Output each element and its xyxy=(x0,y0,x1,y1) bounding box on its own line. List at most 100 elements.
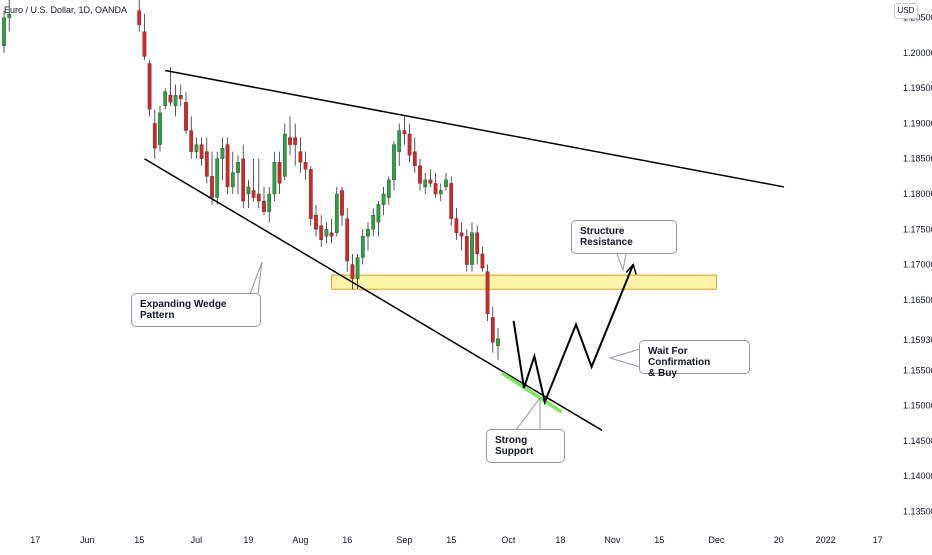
candle-body-down xyxy=(298,151,303,163)
candle-body-down xyxy=(412,151,417,166)
candle-body-down xyxy=(345,218,350,262)
candle xyxy=(496,328,500,360)
candle xyxy=(345,208,350,272)
candle xyxy=(199,137,204,166)
candle-body-up xyxy=(371,214,376,230)
price-axis: 1.205001.200001.195001.190001.185001.180… xyxy=(903,13,932,517)
trendlines-layer xyxy=(144,69,785,431)
candle-body-up xyxy=(360,236,365,258)
candle xyxy=(142,14,147,60)
candle xyxy=(355,253,360,290)
callout-wait-confirmation[interactable]: Wait For Confirmation & Buy xyxy=(639,340,750,379)
candle xyxy=(381,186,386,216)
candle-body-down xyxy=(204,151,209,177)
candle xyxy=(282,123,287,180)
candle-body-up xyxy=(496,338,500,346)
candle xyxy=(490,306,495,353)
candle-body-up xyxy=(355,257,360,279)
price-tick-label: 1.18500 xyxy=(903,154,932,164)
candle xyxy=(392,141,396,191)
resistance-zone-layer xyxy=(331,274,717,290)
callout-expanding-wedge[interactable]: Expanding Wedge Pattern xyxy=(131,293,261,327)
candle-body-up xyxy=(158,112,162,145)
candle xyxy=(459,222,464,251)
candle-body-down xyxy=(433,183,438,195)
candle-body-down xyxy=(288,137,292,145)
candle-body-up xyxy=(246,186,251,195)
candle xyxy=(470,222,474,272)
candle xyxy=(204,137,209,184)
candle-body-up xyxy=(392,144,396,181)
time-tick-label: Jun xyxy=(80,535,95,545)
candle xyxy=(475,225,480,265)
candle-body-up xyxy=(438,190,443,195)
callout-structure-resistance[interactable]: Structure Resistance xyxy=(571,220,677,254)
candle xyxy=(189,116,194,159)
candle xyxy=(293,123,298,166)
candle-body-down xyxy=(199,144,204,159)
candle-body-up xyxy=(397,130,402,152)
price-tick-label: 1.20000 xyxy=(903,48,932,58)
time-tick-label: Dec xyxy=(708,535,725,545)
candle xyxy=(267,186,272,223)
candle xyxy=(444,172,448,191)
candle-body-up xyxy=(173,95,178,106)
candle-body-down xyxy=(303,162,308,170)
time-tick-label: 15 xyxy=(446,535,456,545)
candle-body-down xyxy=(340,190,344,216)
time-tick-label: Oct xyxy=(501,535,516,545)
candle xyxy=(215,151,220,205)
candle xyxy=(251,158,256,202)
time-tick-label: 19 xyxy=(243,535,253,545)
candle xyxy=(163,88,168,110)
candle-body-up xyxy=(423,179,428,188)
support-highlight xyxy=(501,372,563,414)
candle xyxy=(236,155,240,194)
callout-strong-support[interactable]: Strong Support xyxy=(486,429,565,463)
candle-body-down xyxy=(142,31,147,57)
candle xyxy=(350,253,355,290)
candle xyxy=(173,84,178,117)
candle xyxy=(402,116,407,145)
time-tick-label: 17 xyxy=(30,535,40,545)
candle xyxy=(438,183,443,202)
candle-body-down xyxy=(480,253,485,269)
candle xyxy=(324,222,329,244)
candle-body-down xyxy=(407,133,412,156)
candle-body-down xyxy=(428,179,433,184)
price-tick-label: 1.17000 xyxy=(903,260,932,270)
candle xyxy=(2,10,6,53)
candle-body-down xyxy=(256,193,261,202)
candle-body-down xyxy=(147,63,152,110)
candle-body-down xyxy=(459,232,464,237)
candle-body-down xyxy=(418,165,422,184)
candle xyxy=(371,208,376,237)
candle xyxy=(178,84,183,106)
candle-body-down xyxy=(464,236,469,265)
price-tick-label: 1.15000 xyxy=(903,401,932,411)
candle-body-down xyxy=(241,158,246,202)
time-tick-label: Jul xyxy=(191,535,203,545)
candle-body-up xyxy=(7,13,12,18)
resistance-zone xyxy=(331,274,717,290)
time-tick-label: 16 xyxy=(342,535,352,545)
price-tick-label: 1.14000 xyxy=(903,471,932,481)
time-tick-label: Aug xyxy=(292,535,308,545)
candle-body-up xyxy=(444,179,448,188)
time-tick-label: 15 xyxy=(654,535,664,545)
wedge-upper-line xyxy=(165,69,785,188)
currency-badge[interactable]: USD xyxy=(894,3,918,19)
pointer-expanding-wedge xyxy=(249,261,263,295)
candle-body-up xyxy=(194,144,199,152)
candle-body-up xyxy=(334,193,339,233)
pointer-wait-confirmation xyxy=(608,348,641,368)
price-tick-label: 1.15500 xyxy=(903,365,932,375)
candle xyxy=(158,105,162,152)
candle xyxy=(277,151,282,194)
candle xyxy=(454,208,459,240)
candle-body-up xyxy=(267,193,272,212)
time-tick-label: 15 xyxy=(134,535,144,545)
candle-body-down xyxy=(319,225,324,240)
time-axis: 17 Jun 15 Jul 19 Aug 16 Sep 15 Oct 18 Nov 15 Dec 20 202… xyxy=(30,535,882,545)
